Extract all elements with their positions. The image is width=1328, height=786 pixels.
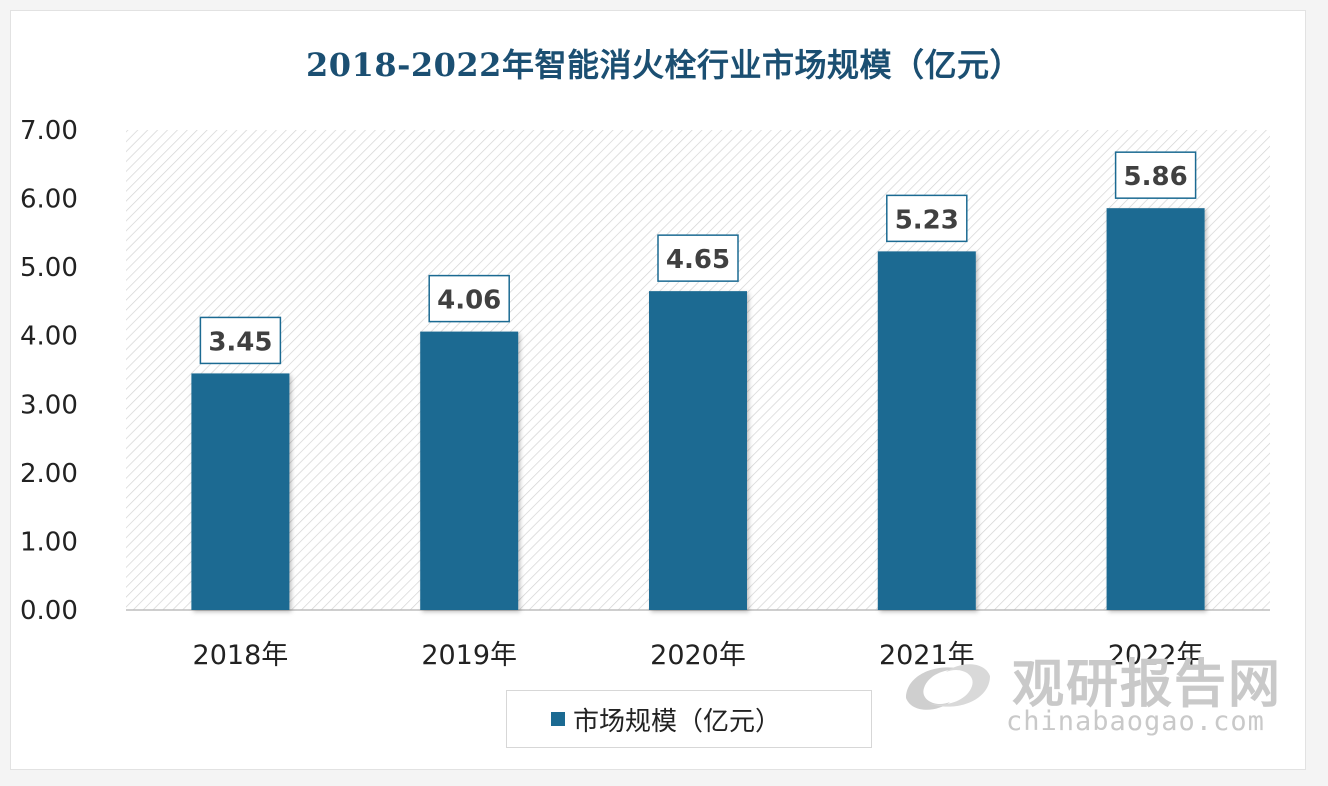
x-tick-label: 2022年 — [1108, 640, 1204, 671]
y-tick-label: 1.00 — [20, 527, 78, 557]
legend-swatch — [551, 712, 565, 726]
data-label-box — [657, 234, 739, 282]
legend: 市场规模（亿元） — [506, 690, 872, 748]
legend-label: 市场规模（亿元） — [573, 706, 782, 737]
x-tick-label: 2019年 — [421, 640, 517, 671]
y-tick-label: 3.00 — [20, 390, 78, 420]
data-label-box — [1114, 151, 1197, 199]
bar-2021年 — [877, 251, 976, 610]
y-tick-label: 7.00 — [20, 116, 78, 146]
watermark-brand-en: chinabaogao.com — [1006, 706, 1265, 737]
y-tick-label: 2.00 — [20, 459, 78, 489]
bar-2018年 — [191, 373, 290, 610]
y-tick-label: 0.00 — [20, 596, 78, 626]
bar-2019年 — [420, 331, 519, 610]
y-tick-label: 5.00 — [20, 253, 78, 283]
chinabaogao-logo-icon — [906, 664, 990, 710]
watermark: 观研报告网 chinabaogao.com — [896, 640, 1296, 750]
bar-2022年 — [1106, 208, 1205, 610]
data-label: 3.45 — [208, 327, 272, 357]
data-label-box — [428, 274, 510, 323]
x-tick-label: 2018年 — [193, 640, 289, 671]
x-tick-label: 2020年 — [650, 640, 746, 671]
chart-title: 2018-2022年智能消火栓行业市场规模（亿元） — [306, 46, 1022, 84]
data-label: 5.86 — [1124, 162, 1188, 192]
data-label: 4.65 — [666, 245, 730, 275]
bar-2020年 — [649, 291, 747, 610]
data-label: 4.06 — [437, 286, 501, 316]
data-label: 5.23 — [895, 205, 959, 235]
y-tick-label: 6.00 — [20, 185, 78, 215]
y-tick-label: 4.00 — [20, 322, 78, 352]
data-label-box — [886, 194, 968, 243]
data-label-box — [199, 316, 282, 365]
watermark-brand-cn: 观研报告网 — [1012, 655, 1283, 715]
